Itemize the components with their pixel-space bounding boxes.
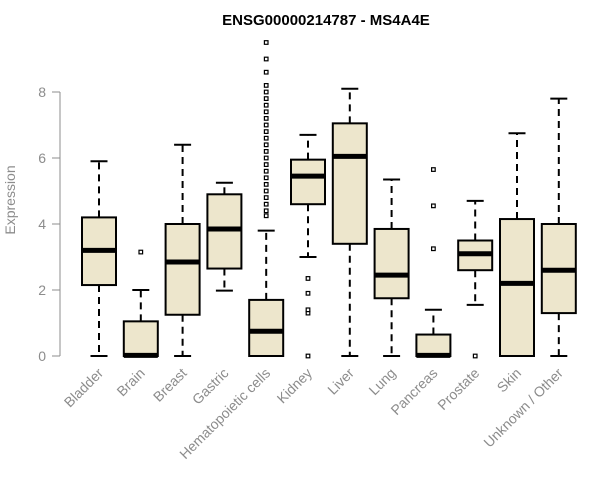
box-gastric: [206, 181, 243, 292]
boxes-group: [81, 40, 577, 359]
y-tick-label: 8: [38, 84, 46, 100]
y-axis-label: Expression: [2, 165, 18, 234]
outlier-point: [263, 82, 269, 88]
chart-title: ENSG00000214787 - MS4A4E: [222, 12, 430, 29]
outlier-point: [263, 135, 269, 141]
outlier-point: [263, 175, 269, 181]
x-tick-label: Lung: [365, 365, 398, 398]
outlier-point: [263, 195, 269, 201]
outlier-point: [472, 353, 478, 359]
box-iqr: [164, 223, 201, 316]
box-bladder: [81, 160, 117, 357]
x-tick-label: Bladder: [61, 365, 107, 411]
box-unknown-other: [540, 97, 577, 357]
box-iqr: [373, 227, 410, 300]
box-brain: [122, 249, 159, 358]
outlier-point: [263, 102, 269, 108]
outlier-point: [431, 167, 436, 172]
box-hematopoietic-cells: [248, 40, 285, 357]
y-tick-label: 4: [38, 216, 46, 232]
box-breast: [164, 143, 201, 357]
outlier-point: [263, 182, 269, 187]
outlier-point: [263, 155, 269, 161]
box-iqr: [499, 218, 535, 357]
outlier-point: [263, 69, 269, 75]
y-tick-label: 6: [38, 150, 46, 166]
box-prostate: [457, 199, 494, 359]
box-kidney: [290, 133, 326, 359]
box-lung: [373, 178, 410, 357]
outlier-point: [263, 213, 269, 219]
outlier-point: [263, 142, 269, 148]
outlier-point: [263, 96, 269, 102]
box-iqr: [122, 320, 159, 358]
box-iqr: [331, 122, 368, 245]
x-tick-label: Kidney: [274, 365, 316, 407]
outlier-point: [263, 129, 269, 135]
outlier-point: [305, 290, 311, 296]
box-skin: [499, 132, 535, 357]
outlier-point: [305, 353, 311, 359]
outlier-point: [305, 276, 311, 281]
box-iqr: [248, 298, 285, 357]
x-tick-label: Prostate: [434, 365, 482, 413]
outlier-point: [263, 40, 269, 45]
outlier-point: [263, 162, 269, 168]
box-liver: [331, 87, 368, 357]
outlier-point: [263, 208, 269, 214]
outlier-point: [263, 168, 269, 174]
y-axis: 0 2 4 6 8: [38, 84, 61, 364]
y-tick-label: 2: [38, 282, 46, 298]
outlier-point: [263, 89, 269, 95]
x-tick-label: Unknown / Other: [480, 365, 566, 451]
x-tick-label: Breast: [150, 365, 190, 405]
x-tick-label: Liver: [324, 365, 357, 398]
y-tick-label: 0: [38, 348, 46, 364]
outlier-point: [263, 56, 269, 62]
outlier-point: [431, 203, 436, 209]
outlier-point: [138, 249, 144, 255]
box-iqr: [415, 333, 452, 357]
outlier-point: [305, 307, 311, 313]
outlier-point: [431, 246, 436, 252]
outlier-point: [263, 122, 269, 128]
outlier-point: [263, 188, 269, 194]
x-tick-label: Skin: [494, 365, 525, 396]
outlier-point: [263, 201, 269, 207]
outlier-point: [263, 115, 269, 121]
box-pancreas: [415, 167, 452, 358]
outlier-point: [263, 109, 269, 115]
box-iqr: [290, 158, 326, 206]
x-tick-label: Brain: [113, 365, 147, 399]
outlier-point: [263, 149, 269, 154]
